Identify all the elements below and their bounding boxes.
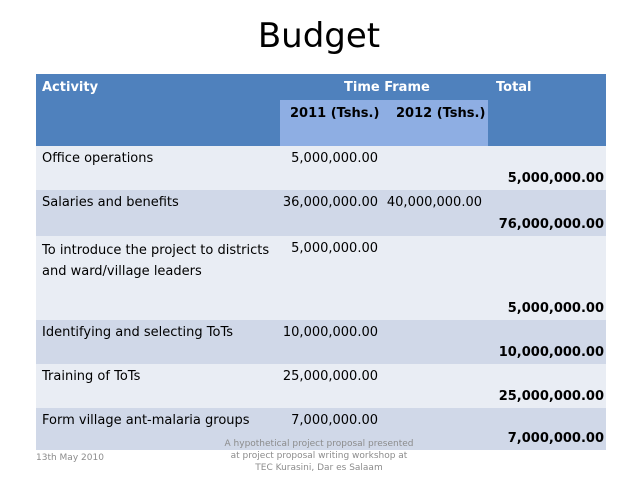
value-2011-cell: 5,000,000.00 xyxy=(291,151,378,166)
header-year-2011: 2011 (Tshs.) xyxy=(290,106,380,121)
header-time-frame: Time Frame xyxy=(344,80,430,95)
value-2012-cell: 40,000,000.00 xyxy=(386,195,482,210)
total-cell: 10,000,000.00 xyxy=(498,345,604,360)
value-2011-cell: 10,000,000.00 xyxy=(282,325,378,340)
activity-cell: Training of ToTs xyxy=(42,369,141,384)
total-cell: 25,000,000.00 xyxy=(498,389,604,404)
year-subheader xyxy=(280,100,488,146)
table-row: Form village ant-malaria groups 7,000,00… xyxy=(36,408,606,450)
activity-cell: To introduce the project to districts an… xyxy=(42,243,270,279)
total-cell: 5,000,000.00 xyxy=(507,301,604,316)
header-total: Total xyxy=(496,80,532,95)
activity-cell: Form village ant-malaria groups xyxy=(42,413,250,428)
total-cell: 76,000,000.00 xyxy=(498,217,604,232)
value-2011-cell: 7,000,000.00 xyxy=(291,413,378,428)
footer-caption: A hypothetical project proposal presente… xyxy=(224,439,414,473)
budget-table: Activity Time Frame Total 2011 (Tshs.) 2… xyxy=(36,74,606,450)
total-cell: 7,000,000.00 xyxy=(507,431,604,446)
table-row: Office operations 5,000,000.00 5,000,000… xyxy=(36,146,606,190)
activity-cell: Office operations xyxy=(42,151,154,166)
table-header: Activity Time Frame Total 2011 (Tshs.) 2… xyxy=(36,74,606,146)
table-row: Identifying and selecting ToTs 10,000,00… xyxy=(36,320,606,364)
activity-cell: Identifying and selecting ToTs xyxy=(42,325,234,340)
footer-date: 13th May 2010 xyxy=(36,453,104,463)
value-2011-cell: 5,000,000.00 xyxy=(291,241,378,256)
value-2011-cell: 36,000,000.00 xyxy=(282,195,378,210)
table-row: Salaries and benefits 36,000,000.00 40,0… xyxy=(36,190,606,236)
header-year-2012: 2012 (Tshs.) xyxy=(396,106,486,121)
header-activity: Activity xyxy=(42,80,99,95)
slide-title: Budget xyxy=(257,16,381,56)
table-row: To introduce the project to districts an… xyxy=(36,236,606,320)
value-2011-cell: 25,000,000.00 xyxy=(282,369,378,384)
activity-cell: Salaries and benefits xyxy=(42,195,179,210)
table-row: Training of ToTs 25,000,000.00 25,000,00… xyxy=(36,364,606,408)
total-cell: 5,000,000.00 xyxy=(507,171,604,186)
